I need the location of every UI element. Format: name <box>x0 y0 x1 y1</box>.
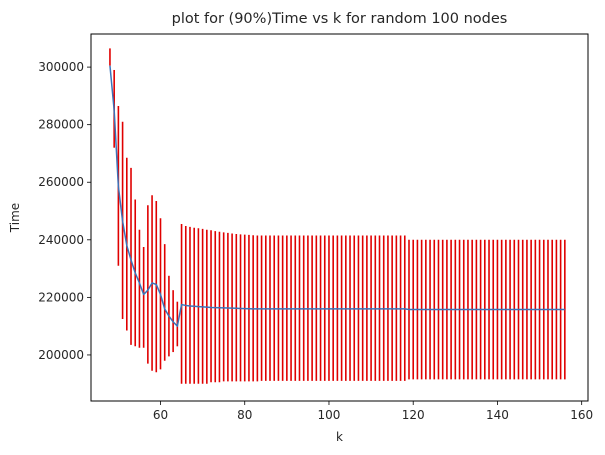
x-tick-label: 160 <box>570 408 593 422</box>
x-tick-label: 60 <box>153 408 168 422</box>
y-tick-label: 260000 <box>38 175 84 189</box>
y-tick-label: 280000 <box>38 118 84 132</box>
series-line <box>109 65 565 327</box>
y-tick-label: 200000 <box>38 348 84 362</box>
plot-frame <box>90 33 589 402</box>
x-axis-label: k <box>336 430 343 444</box>
series-group <box>109 65 565 327</box>
x-tick-label: 120 <box>402 408 425 422</box>
x-tick-label: 100 <box>318 408 341 422</box>
x-tick-label: 140 <box>486 408 509 422</box>
x-axis: 60 80 100 120 140 160 <box>153 401 593 422</box>
y-tick-label: 300000 <box>38 60 84 74</box>
y-tick-label: 220000 <box>38 290 84 304</box>
chart-title: plot for (90%)Time vs k for random 100 n… <box>172 11 508 27</box>
y-axis-label: Time <box>8 203 22 233</box>
y-axis: 200000 220000 240000 260000 280000 300000 <box>38 60 91 362</box>
y-tick-label: 240000 <box>38 233 84 247</box>
x-tick-label: 80 <box>237 408 252 422</box>
